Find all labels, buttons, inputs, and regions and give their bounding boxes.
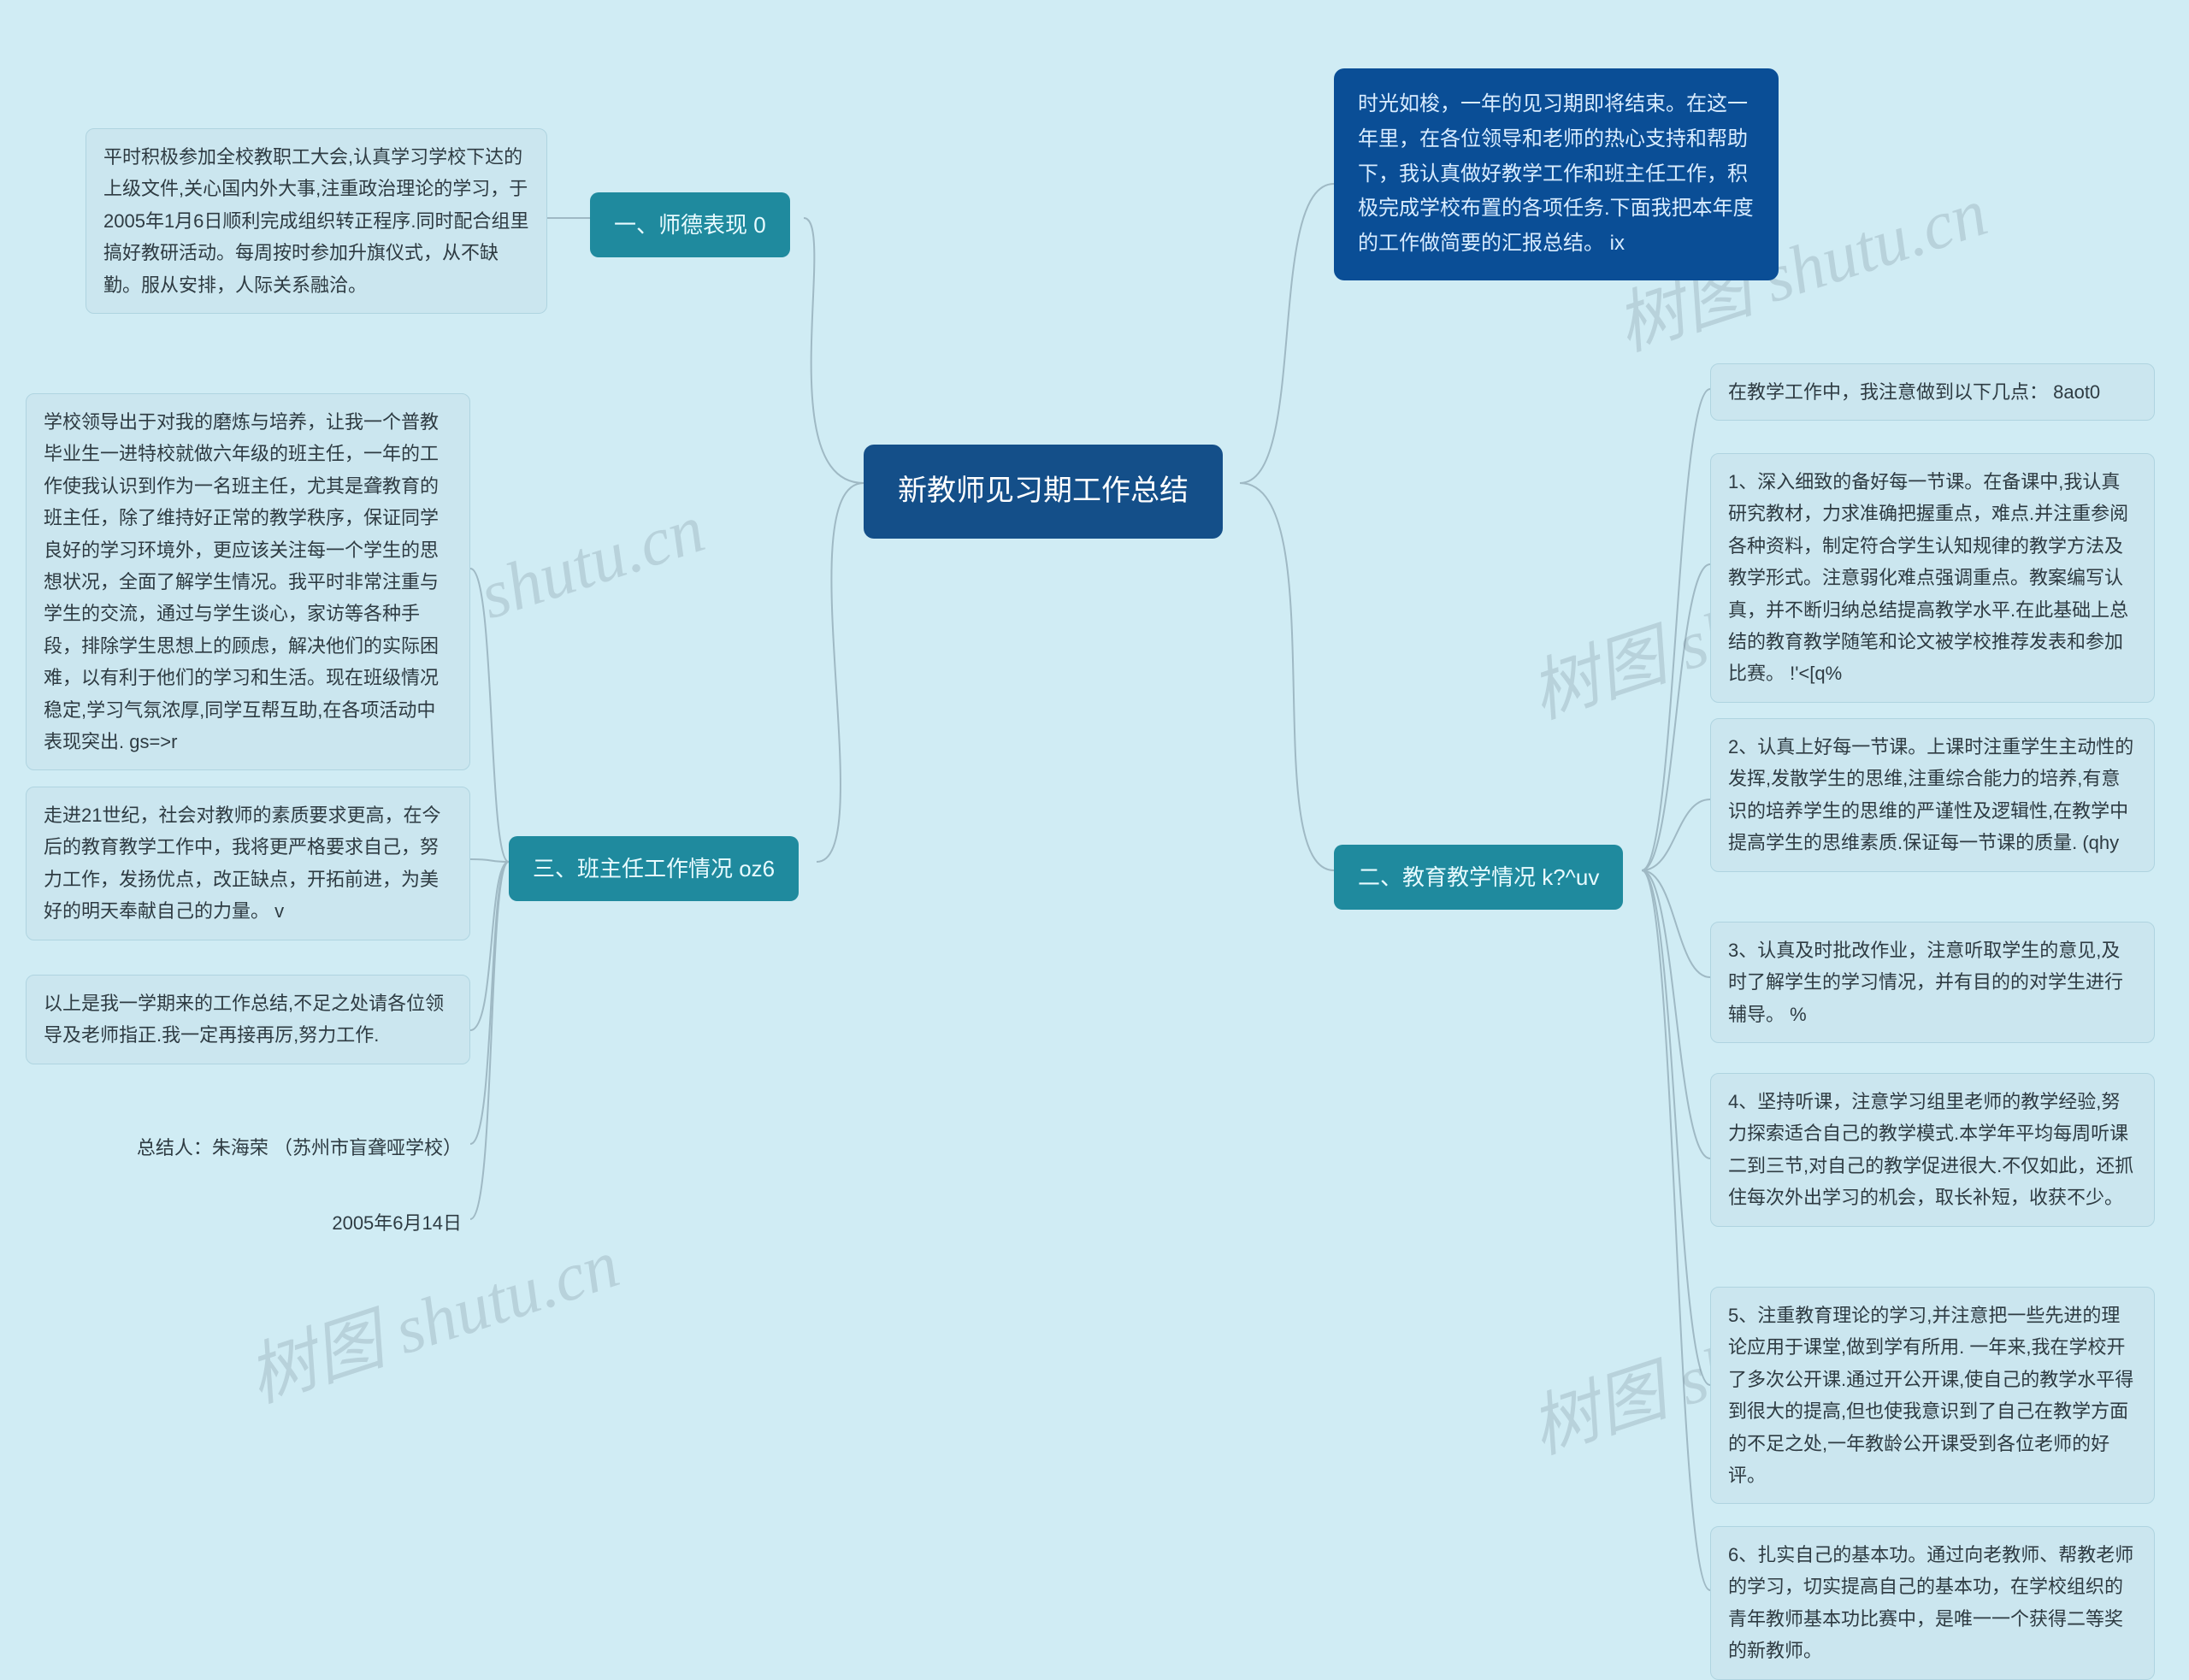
leaf-b2-3[interactable]: 3、认真及时批改作业，注意听取学生的意见,及时了解学生的学习情况，并有目的的对学… [1710, 922, 2155, 1043]
leaf-b2-4[interactable]: 4、坚持听课，注意学习组里老师的教学经验,努力探索适合自己的教学模式.本学年平均… [1710, 1073, 2155, 1227]
center-node[interactable]: 新教师见习期工作总结 [864, 445, 1223, 539]
leaf-b1-1[interactable]: 平时积极参加全校教职工大会,认真学习学校下达的上级文件,关心国内外大事,注重政治… [86, 128, 547, 314]
leaf-b3-5: 2005年6月14日 [308, 1202, 470, 1244]
branch-node-3[interactable]: 三、班主任工作情况 oz6 [509, 836, 799, 901]
leaf-b2-1[interactable]: 1、深入细致的备好每一节课。在备课中,我认真研究教材，力求准确把握重点，难点.并… [1710, 453, 2155, 703]
leaf-b2-2[interactable]: 2、认真上好每一节课。上课时注重学生主动性的发挥,发散学生的思维,注重综合能力的… [1710, 718, 2155, 872]
leaf-b3-3[interactable]: 以上是我一学期来的工作总结,不足之处请各位领导及老师指正.我一定再接再厉,努力工… [26, 975, 470, 1064]
leaf-b3-1[interactable]: 学校领导出于对我的磨炼与培养，让我一个普教毕业生一进特校就做六年级的班主任，一年… [26, 393, 470, 770]
leaf-b3-2[interactable]: 走进21世纪，社会对教师的素质要求更高，在今后的教育教学工作中，我将更严格要求自… [26, 787, 470, 940]
leaf-b2-0[interactable]: 在教学工作中，我注意做到以下几点： 8aot0 [1710, 363, 2155, 421]
leaf-b3-4: 总结人：朱海荣 （苏州市盲聋哑学校） [103, 1127, 470, 1169]
leaf-b2-5[interactable]: 5、注重教育理论的学习,并注意把一些先进的理论应用于课堂,做到学有所用. 一年来… [1710, 1287, 2155, 1504]
leaf-b2-6[interactable]: 6、扎实自己的基本功。通过向老教师、帮教老师的学习，切实提高自己的基本功，在学校… [1710, 1526, 2155, 1680]
mindmap-canvas: 树图 shutu.cn 树图 shutu.cn 树图 shutu.cn 树图 s… [0, 0, 2189, 1662]
intro-node[interactable]: 时光如梭，一年的见习期即将结束。在这一年里，在各位领导和老师的热心支持和帮助下，… [1334, 68, 1779, 280]
branch-node-2[interactable]: 二、教育教学情况 k?^uv [1334, 845, 1623, 910]
branch-node-1[interactable]: 一、师德表现 0 [590, 192, 790, 257]
